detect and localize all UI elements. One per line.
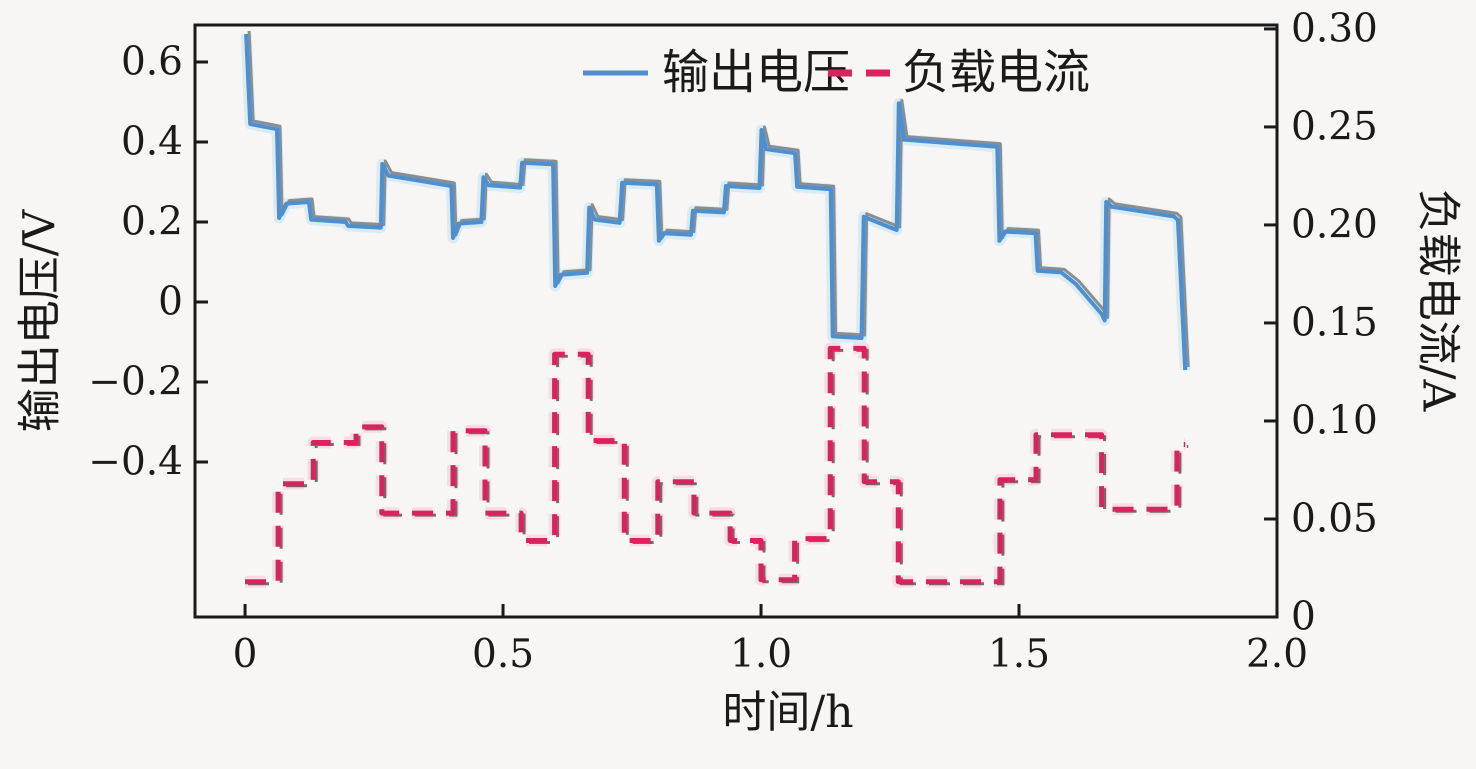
legend-voltage-label: 输出电压 bbox=[662, 46, 850, 101]
x-axis-title: 时间/h bbox=[722, 687, 853, 738]
voltage-line bbox=[244, 33, 1188, 371]
legend-current-label: 负载电流 bbox=[902, 46, 1090, 101]
x-axis-tick-label: 0.5 bbox=[472, 632, 534, 677]
x-axis-tick-label: 1.5 bbox=[988, 632, 1050, 677]
current-line bbox=[245, 345, 1186, 585]
current-line-halo bbox=[245, 342, 1186, 588]
current-series bbox=[245, 342, 1189, 588]
right-axis-tick-label: 0.10 bbox=[1291, 398, 1378, 443]
right-axis-tick-label: 0.05 bbox=[1291, 496, 1378, 541]
left-axis-tick-label: −0.2 bbox=[88, 360, 183, 405]
plot-border bbox=[193, 23, 1279, 619]
x-axis-tick-label: 0 bbox=[233, 632, 258, 677]
left-axis-tick-label: 0.4 bbox=[121, 120, 183, 165]
left-axis-tick-label: 0.6 bbox=[121, 40, 183, 85]
right-axis-tick-label: 0.15 bbox=[1291, 300, 1378, 345]
right-axis-title: 负载电流/A bbox=[1413, 189, 1464, 413]
right-axis-tick-label: 0 bbox=[1291, 595, 1316, 640]
left-axis-tick-label: 0.2 bbox=[121, 200, 183, 245]
voltage-series bbox=[240, 30, 1191, 371]
left-axis-tick-label: 0 bbox=[158, 280, 183, 325]
legend: 输出电压 负载电流 bbox=[583, 46, 1090, 101]
left-axis-tick-label: −0.4 bbox=[88, 440, 183, 485]
right-axis-tick-label: 0.25 bbox=[1291, 104, 1378, 149]
right-axis-tick-label: 0.20 bbox=[1291, 202, 1378, 247]
current-line-shadow bbox=[248, 348, 1189, 586]
voltage-line-shadow bbox=[247, 30, 1190, 368]
right-axis-tick-label: 0.30 bbox=[1291, 6, 1378, 51]
x-axis-tick-label: 1.0 bbox=[730, 632, 792, 677]
x-axis-tick-label: 2.0 bbox=[1246, 632, 1308, 677]
left-axis-title: 输出电压/V bbox=[15, 208, 66, 432]
